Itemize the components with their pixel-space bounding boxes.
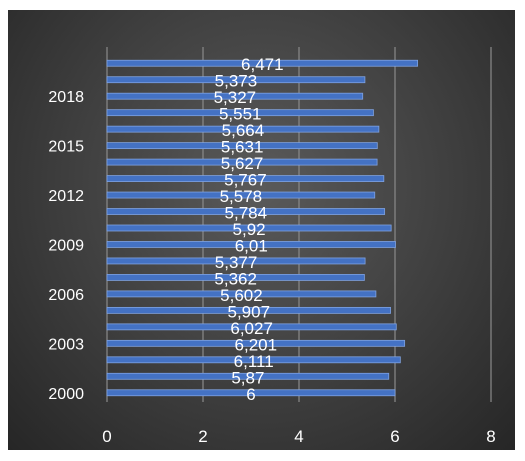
y-tick-label: 2006 [48, 287, 84, 304]
y-tick-label: 2015 [48, 139, 84, 156]
bar [106, 158, 378, 166]
bar [106, 76, 366, 84]
data-label: 5,907 [227, 302, 270, 321]
bar [106, 224, 392, 232]
y-tick-label: 2018 [48, 89, 84, 106]
data-label: 6,111 [234, 352, 274, 371]
data-label: 5,327 [214, 88, 257, 107]
bar [106, 356, 401, 364]
bar [106, 175, 385, 182]
data-label: 5,578 [220, 187, 263, 206]
data-label: 6,027 [230, 319, 273, 338]
data-label: 5,551 [219, 105, 262, 124]
data-label: 6,01 [235, 236, 268, 255]
bar [106, 290, 377, 298]
data-label: 5,362 [214, 269, 257, 288]
x-tick-label: 4 [294, 427, 303, 446]
y-tick-label: 2003 [48, 336, 84, 353]
data-label: 6,471 [241, 55, 284, 74]
bar [106, 389, 396, 397]
data-label: 6,201 [235, 335, 278, 354]
data-label: 5,87 [231, 368, 264, 387]
data-label: 6 [246, 385, 255, 404]
bar [106, 323, 397, 331]
bar [106, 125, 380, 133]
data-label: 5,602 [220, 286, 263, 305]
bar [106, 274, 365, 281]
bar [106, 142, 378, 150]
data-label: 5,664 [222, 121, 265, 140]
bar [106, 372, 390, 380]
data-label: 5,373 [215, 72, 258, 91]
bar [106, 109, 374, 117]
data-label: 5,631 [221, 138, 264, 157]
x-tick-label: 2 [198, 427, 207, 446]
bar [106, 339, 406, 347]
y-tick-label: 2000 [48, 386, 84, 403]
bar [106, 306, 391, 314]
data-label: 5,377 [215, 253, 258, 272]
x-tick-label: 8 [486, 427, 495, 446]
data-label: 5,784 [225, 204, 268, 223]
data-label: 5,92 [233, 220, 266, 239]
bar [106, 191, 376, 199]
bar [106, 241, 396, 248]
data-label: 5,627 [221, 154, 264, 173]
data-label: 5,767 [224, 171, 267, 190]
bar [106, 92, 364, 100]
bar [106, 208, 386, 215]
y-tick-label: 2012 [48, 188, 84, 205]
x-tick-label: 6 [390, 427, 399, 446]
bar [106, 257, 366, 265]
x-tick-label: 0 [102, 427, 111, 446]
bar [106, 59, 419, 67]
y-tick-label: 2009 [48, 237, 84, 254]
